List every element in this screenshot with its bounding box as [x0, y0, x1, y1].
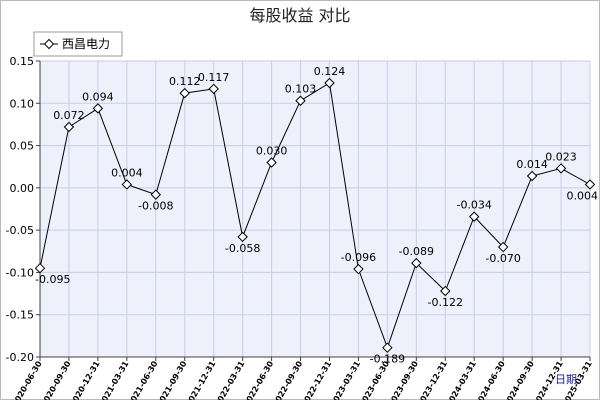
series-line: [39, 82, 591, 350]
x-tick-label: 2022-12-31: [300, 359, 334, 400]
data-label: -0.058: [225, 242, 260, 255]
chart-title: 每股收益 对比: [249, 6, 350, 25]
x-tick-label: 2021-03-31: [97, 359, 131, 400]
data-point-diamond: [382, 342, 393, 353]
data-point-diamond: [34, 262, 46, 274]
data-point-diamond: [121, 179, 133, 190]
x-tick-label: 2022-06-30: [242, 359, 276, 400]
data-label: -0.122: [428, 296, 463, 309]
x-tick-label: 2021-12-31: [184, 359, 218, 400]
x-tick-label: 2023-12-31: [416, 359, 450, 400]
legend-diamond-marker-icon: [43, 38, 55, 50]
x-tick-label: 2023-03-31: [329, 359, 363, 400]
x-axis-ticks: 2020-06-302020-09-302020-12-312021-03-31…: [10, 357, 594, 400]
axes: [39, 61, 590, 358]
data-points: [34, 77, 596, 353]
data-label: -0.189: [370, 353, 405, 366]
y-tick-label: -0.10: [6, 266, 34, 279]
data-point-diamond: [411, 257, 422, 269]
data-label: 0.112: [169, 75, 201, 88]
data-label: -0.096: [341, 251, 376, 264]
x-tick-label: 2022-03-31: [213, 359, 247, 400]
x-tick-label: 2024-06-30: [474, 359, 508, 400]
x-tick-label: 2024-09-30: [502, 359, 536, 400]
y-tick-label: 0.15: [10, 55, 35, 68]
plot-area: [40, 61, 590, 357]
data-label: 0.124: [314, 65, 346, 78]
data-point-diamond: [555, 163, 567, 174]
y-tick-label: 0.10: [10, 97, 35, 110]
y-tick-label: 0.05: [10, 140, 35, 153]
data-label: 0.023: [545, 150, 577, 163]
data-point-diamond: [92, 103, 104, 114]
x-tick-label: 2021-09-30: [155, 359, 189, 400]
data-point-diamond: [150, 189, 161, 200]
data-label: 0.004: [111, 166, 143, 179]
x-tick-label: 2022-09-30: [271, 359, 305, 400]
data-label: -0.089: [399, 245, 434, 258]
data-point-diamond: [440, 285, 451, 297]
x-axis-label: 日期: [555, 373, 577, 386]
data-label: -0.095: [35, 273, 70, 286]
data-label: 0.117: [198, 71, 230, 84]
y-tick-label: -0.05: [6, 224, 34, 237]
data-point-diamond: [324, 77, 335, 89]
data-label: -0.034: [456, 199, 491, 212]
y-tick-label: -0.15: [6, 309, 34, 322]
data-label: 0.103: [285, 83, 317, 96]
x-tick-label: 2021-06-30: [126, 359, 160, 400]
data-point-diamond: [208, 83, 219, 95]
y-tick-label: -0.20: [6, 351, 34, 364]
data-label: 0.030: [256, 144, 288, 157]
data-point-diamond: [63, 121, 75, 133]
series-polyline: [39, 82, 591, 350]
data-label: -0.070: [485, 252, 520, 265]
data-point-diamond: [295, 95, 306, 106]
data-label: 0.094: [82, 90, 114, 103]
data-point-diamond: [584, 179, 596, 190]
data-point-diamond: [237, 231, 248, 243]
x-tick-label: 2020-09-30: [39, 359, 73, 400]
legend-label-series: 西昌电力: [62, 37, 110, 51]
data-label: 0.072: [53, 109, 85, 122]
data-point-diamond: [526, 170, 538, 182]
data-point-diamond: [179, 87, 190, 99]
data-point-diamond: [353, 263, 364, 275]
data-point-diamond: [266, 157, 277, 168]
data-label: -0.008: [138, 200, 173, 213]
y-axis-ticks: 0.15 0.10 0.05 0.00 -0.05 -0.10 -0.15 -0.20: [6, 55, 40, 364]
x-tick-label: 2024-03-31: [445, 359, 479, 400]
data-point-diamond: [469, 211, 480, 222]
data-point-diamond: [497, 241, 509, 253]
x-tick-label: 2020-12-31: [68, 359, 102, 400]
x-tick-label: 2020-06-30: [10, 359, 44, 400]
y-tick-label: 0.00: [10, 182, 35, 195]
data-label: 0.004: [567, 189, 599, 202]
legend[interactable]: 西昌电力: [33, 31, 123, 57]
data-label: 0.014: [516, 158, 548, 171]
